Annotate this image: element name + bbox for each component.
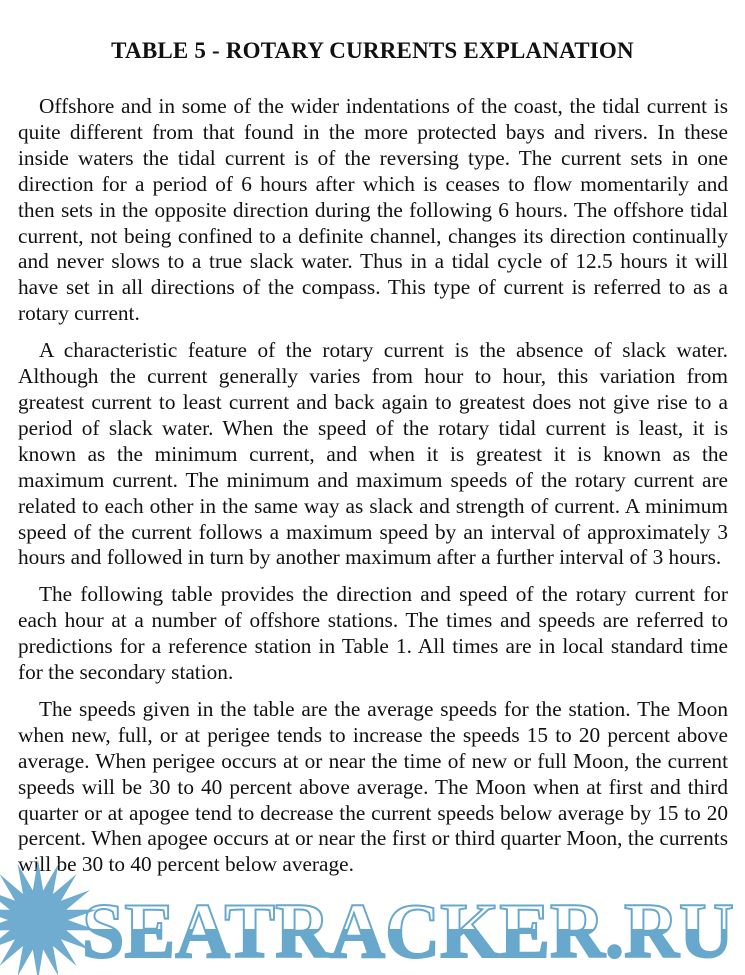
paragraph: The following table provides the directi… — [18, 582, 728, 685]
document-body: Offshore and in some of the wider indent… — [18, 94, 728, 889]
paragraph: The speeds given in the table are the av… — [18, 696, 728, 877]
paragraph: Offshore and in some of the wider indent… — [18, 94, 728, 326]
paragraph: A characteristic feature of the rotary c… — [18, 338, 728, 570]
page-title: TABLE 5 - ROTARY CURRENTS EXPLANATION — [111, 38, 634, 63]
watermark-text: SEATRACKER.RU — [82, 887, 734, 974]
